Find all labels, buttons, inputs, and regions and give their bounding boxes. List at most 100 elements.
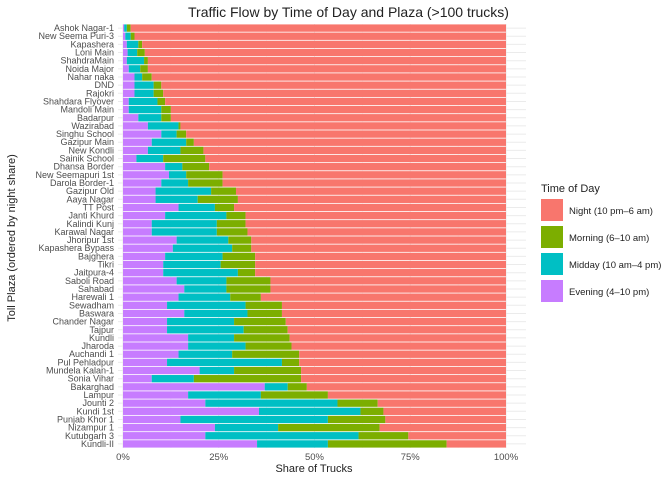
bar-segment-midday bbox=[176, 236, 229, 244]
bar-segment-evening bbox=[123, 163, 166, 171]
bar-segment-morning bbox=[226, 277, 271, 285]
bar-segment-evening bbox=[123, 171, 169, 179]
legend-label: Morning (6–10 am) bbox=[569, 233, 649, 244]
y-tick-label: Sonia Vihar bbox=[68, 374, 114, 384]
bar-segment-midday bbox=[258, 407, 361, 415]
bar-segment-midday bbox=[151, 138, 187, 146]
bar-segment-morning bbox=[234, 334, 290, 342]
bar-segment-night bbox=[205, 154, 506, 163]
y-tick-label: Kapashera Bypass bbox=[38, 243, 114, 253]
bar-segment-evening bbox=[123, 277, 177, 285]
bar-segment-midday bbox=[264, 383, 288, 391]
bar-segment-night bbox=[299, 350, 506, 358]
y-tick-label: Shahdara Flyover bbox=[43, 96, 114, 106]
bar-segment-evening bbox=[123, 269, 164, 277]
bars-group bbox=[123, 24, 507, 448]
bar-segment-midday bbox=[168, 171, 187, 179]
bar-segment-evening bbox=[123, 40, 127, 49]
bar-segment-midday bbox=[147, 122, 179, 130]
y-tick-label: Sewadham bbox=[69, 300, 114, 310]
y-tick-label: TT Post bbox=[83, 202, 115, 212]
bar-segment-midday bbox=[125, 32, 131, 40]
bar-segment-evening bbox=[123, 391, 189, 399]
bar-segment-night bbox=[245, 211, 506, 220]
legend-swatch bbox=[541, 226, 563, 248]
bar-segment-night bbox=[180, 122, 506, 130]
y-tick-label: Singhu School bbox=[56, 129, 114, 139]
y-tick-label: Bakarghad bbox=[70, 382, 114, 392]
bar-segment-midday bbox=[151, 220, 217, 228]
bar-segment-midday bbox=[165, 163, 183, 171]
y-tick-label: Sainik School bbox=[59, 154, 114, 164]
y-tick-label: Gazipur Old bbox=[66, 186, 114, 196]
bar-segment-night bbox=[255, 252, 506, 261]
bar-segment-midday bbox=[124, 24, 127, 32]
y-tick-label: New Seemapuri 1st bbox=[35, 170, 114, 180]
bar-segment-evening bbox=[123, 105, 129, 114]
bar-segment-morning bbox=[358, 432, 409, 440]
y-tick-label: Nahar naka bbox=[67, 72, 114, 82]
bar-segment-morning bbox=[220, 260, 256, 269]
bar-segment-night bbox=[446, 440, 506, 448]
bar-segment-night bbox=[255, 260, 506, 269]
bar-segment-midday bbox=[184, 285, 227, 293]
bar-segment-night bbox=[134, 32, 507, 40]
bar-segment-morning bbox=[178, 122, 181, 130]
y-tick-label: Sahabad bbox=[78, 284, 114, 294]
bar-segment-evening bbox=[123, 407, 259, 415]
legend-label: Night (10 pm–6 am) bbox=[569, 206, 653, 217]
y-tick-label: Jhoripur 1st bbox=[67, 235, 115, 245]
bar-segment-midday bbox=[165, 211, 227, 220]
bar-segment-midday bbox=[128, 105, 162, 114]
bar-segment-night bbox=[245, 220, 506, 228]
bar-segment-midday bbox=[188, 391, 261, 399]
bar-segment-morning bbox=[281, 358, 300, 367]
bar-segment-midday bbox=[167, 358, 282, 367]
bar-segment-morning bbox=[337, 399, 378, 407]
bar-segment-night bbox=[130, 24, 506, 32]
bar-segment-evening bbox=[123, 32, 126, 40]
y-axis-title: Toll Plaza (ordered by night share) bbox=[6, 154, 18, 322]
bar-segment-midday bbox=[205, 432, 359, 440]
bar-segment-midday bbox=[176, 277, 227, 285]
bar-segment-midday bbox=[126, 40, 139, 49]
bar-segment-morning bbox=[137, 48, 145, 57]
x-tick-labels: 0% 25% 50% 75% 100% bbox=[116, 452, 519, 463]
bar-segment-midday bbox=[205, 399, 338, 407]
bar-segment-evening bbox=[123, 57, 127, 65]
bar-segment-night bbox=[306, 383, 506, 391]
bar-segment-morning bbox=[140, 65, 148, 73]
bar-segment-midday bbox=[178, 293, 231, 301]
y-tick-label: Karawal Nagar bbox=[54, 227, 114, 237]
bar-segment-morning bbox=[138, 40, 143, 49]
bar-segment-night bbox=[270, 285, 506, 293]
legend-swatch bbox=[541, 199, 563, 221]
y-tick-label: Janti Khurd bbox=[68, 211, 114, 221]
bar-segment-night bbox=[147, 65, 506, 73]
y-tick-label: ShahdraMain bbox=[60, 56, 114, 66]
bar-segment-night bbox=[255, 269, 506, 277]
bar-segment-night bbox=[289, 334, 506, 342]
y-tick-label: New Kondli bbox=[68, 145, 114, 155]
bar-segment-midday bbox=[155, 187, 212, 195]
y-tick-label: New Seema Puri-3 bbox=[38, 31, 114, 41]
bar-segment-morning bbox=[226, 285, 271, 293]
bar-segment-night bbox=[222, 171, 506, 179]
bar-segment-evening bbox=[123, 260, 164, 269]
y-tick-label: Baswara bbox=[79, 308, 114, 318]
bar-segment-morning bbox=[216, 220, 246, 228]
y-tick-label: Aaya Nagar bbox=[66, 194, 114, 204]
bar-segment-night bbox=[147, 57, 506, 65]
bar-segment-morning bbox=[142, 73, 152, 81]
bar-segment-evening bbox=[123, 73, 135, 81]
bar-segment-evening bbox=[123, 154, 137, 163]
bar-segment-evening bbox=[123, 358, 168, 367]
y-tick-label: Rajokri bbox=[86, 88, 114, 98]
y-tick-label: Wazirabad bbox=[71, 121, 114, 131]
y-tick-label: Badarpur bbox=[77, 113, 114, 123]
y-tick-label: Saboli Road bbox=[65, 276, 114, 286]
bar-segment-evening bbox=[123, 301, 168, 309]
bar-segment-evening bbox=[123, 366, 200, 375]
